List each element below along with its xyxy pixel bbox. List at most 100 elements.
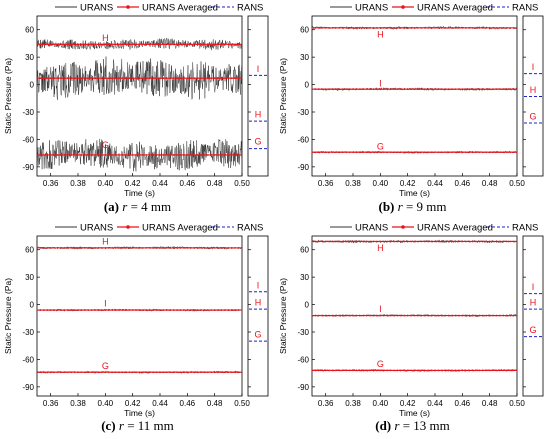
averaged-marker-H bbox=[224, 43, 226, 46]
averaged-marker-G bbox=[111, 371, 114, 374]
averaged-marker-H bbox=[355, 26, 358, 29]
averaged-marker-G bbox=[372, 369, 375, 372]
averaged-marker-G bbox=[183, 154, 185, 156]
averaged-marker-I bbox=[220, 309, 223, 311]
averaged-marker-I bbox=[206, 309, 209, 311]
x-tick-label: 0.50 bbox=[509, 179, 525, 188]
averaged-marker-H bbox=[111, 43, 114, 46]
averaged-marker-G bbox=[217, 154, 220, 156]
averaged-marker-I bbox=[365, 314, 368, 317]
averaged-marker-H bbox=[451, 26, 453, 29]
averaged-marker-G bbox=[128, 154, 131, 156]
caption-b: (b) r = 9 mm bbox=[275, 199, 550, 215]
averaged-marker-I bbox=[413, 88, 416, 91]
chart-panel-b: URANS URANS Averaged RANS 0.36 0.38 0.40 0.42 0… bbox=[275, 0, 550, 220]
averaged-marker-I bbox=[128, 77, 131, 80]
averaged-marker-G bbox=[186, 154, 189, 156]
averaged-marker-H bbox=[499, 26, 501, 29]
series-label-H: H bbox=[377, 243, 384, 253]
averaged-marker-I bbox=[118, 77, 120, 80]
caption-letter: (c) bbox=[101, 418, 116, 433]
averaged-marker-H bbox=[37, 246, 38, 249]
y-tick-label: 30 bbox=[300, 273, 309, 282]
averaged-marker-H bbox=[234, 43, 237, 46]
averaged-marker-G bbox=[406, 369, 409, 372]
averaged-marker-I bbox=[444, 314, 447, 317]
averaged-marker-G bbox=[369, 369, 371, 372]
averaged-marker-I bbox=[505, 314, 508, 317]
averaged-marker-H bbox=[56, 43, 59, 46]
averaged-marker-H bbox=[434, 240, 436, 243]
averaged-marker-I bbox=[220, 77, 223, 80]
averaged-marker-H bbox=[121, 43, 124, 46]
averaged-marker-H bbox=[104, 43, 107, 46]
averaged-marker-H bbox=[128, 246, 131, 249]
averaged-marker-H bbox=[362, 26, 365, 29]
x-tick-label: 0.36 bbox=[318, 399, 334, 408]
averaged-marker-G bbox=[148, 371, 151, 374]
averaged-marker-I bbox=[70, 309, 73, 311]
averaged-marker-G bbox=[410, 151, 412, 154]
series-label-I: I bbox=[379, 304, 382, 314]
averaged-marker-G bbox=[447, 151, 450, 154]
averaged-marker-G bbox=[458, 151, 460, 154]
averaged-marker-H bbox=[42, 246, 45, 249]
averaged-marker-H bbox=[80, 246, 83, 249]
averaged-marker-G bbox=[234, 371, 237, 374]
averaged-marker-I bbox=[478, 88, 481, 91]
averaged-marker-H bbox=[97, 246, 100, 249]
y-axis: -90 -60 -30 0 30 60 bbox=[297, 246, 526, 392]
y-axis: -90 -60 -30 0 30 60 bbox=[297, 26, 526, 172]
averaged-marker-G bbox=[53, 154, 55, 156]
averaged-marker-H bbox=[165, 246, 168, 249]
averaged-marker-H bbox=[403, 26, 406, 29]
x-tick-label: 0.44 bbox=[152, 399, 168, 408]
averaged-marker-I bbox=[94, 309, 96, 311]
averaged-marker-H bbox=[56, 246, 59, 249]
averaged-marker-I bbox=[104, 77, 107, 80]
averaged-marker-G bbox=[403, 151, 406, 154]
averaged-marker-I bbox=[135, 309, 138, 311]
x-tick-label: 0.40 bbox=[98, 399, 114, 408]
averaged-marker-G bbox=[376, 369, 378, 372]
averaged-marker-I bbox=[317, 314, 320, 317]
averaged-marker-G bbox=[196, 371, 199, 374]
x-tick-label: 0.40 bbox=[98, 179, 114, 188]
averaged-marker-I bbox=[399, 88, 402, 91]
averaged-marker-I bbox=[176, 309, 179, 311]
y-tick-label: 60 bbox=[25, 246, 34, 255]
averaged-marker-I bbox=[101, 77, 103, 80]
averaged-marker-G bbox=[509, 369, 512, 372]
x-tick-label: 0.46 bbox=[455, 399, 471, 408]
legend-averaged-marker bbox=[401, 225, 405, 229]
averaged-marker-I bbox=[131, 309, 134, 311]
averaged-marker-G bbox=[104, 154, 107, 156]
averaged-marker-H bbox=[335, 240, 337, 243]
averaged-marker-H bbox=[437, 26, 440, 29]
averaged-marker-H bbox=[87, 246, 90, 249]
averaged-marker-G bbox=[176, 371, 179, 374]
averaged-marker-H bbox=[369, 240, 371, 243]
averaged-marker-I bbox=[355, 314, 358, 317]
averaged-marker-H bbox=[179, 246, 182, 249]
averaged-marker-H bbox=[169, 43, 172, 46]
averaged-marker-G bbox=[389, 151, 392, 154]
series-I bbox=[37, 56, 242, 100]
averaged-marker-H bbox=[399, 240, 402, 243]
averaged-marker-G bbox=[502, 369, 505, 372]
averaged-marker-G bbox=[189, 371, 192, 374]
averaged-marker-H bbox=[46, 246, 49, 249]
averaged-marker-I bbox=[49, 309, 52, 311]
averaged-marker-G bbox=[335, 151, 337, 154]
averaged-marker-H bbox=[172, 43, 175, 46]
averaged-marker-G bbox=[386, 151, 389, 154]
averaged-marker-I bbox=[56, 309, 59, 311]
averaged-marker-H bbox=[516, 26, 517, 29]
averaged-marker-G bbox=[396, 369, 399, 372]
legend-urans-label: URANS bbox=[80, 3, 113, 14]
averaged-marker-H bbox=[352, 26, 354, 29]
averaged-marker-I bbox=[237, 309, 240, 311]
averaged-marker-I bbox=[159, 309, 161, 311]
averaged-marker-G bbox=[447, 369, 450, 372]
averaged-marker-G bbox=[345, 151, 348, 154]
